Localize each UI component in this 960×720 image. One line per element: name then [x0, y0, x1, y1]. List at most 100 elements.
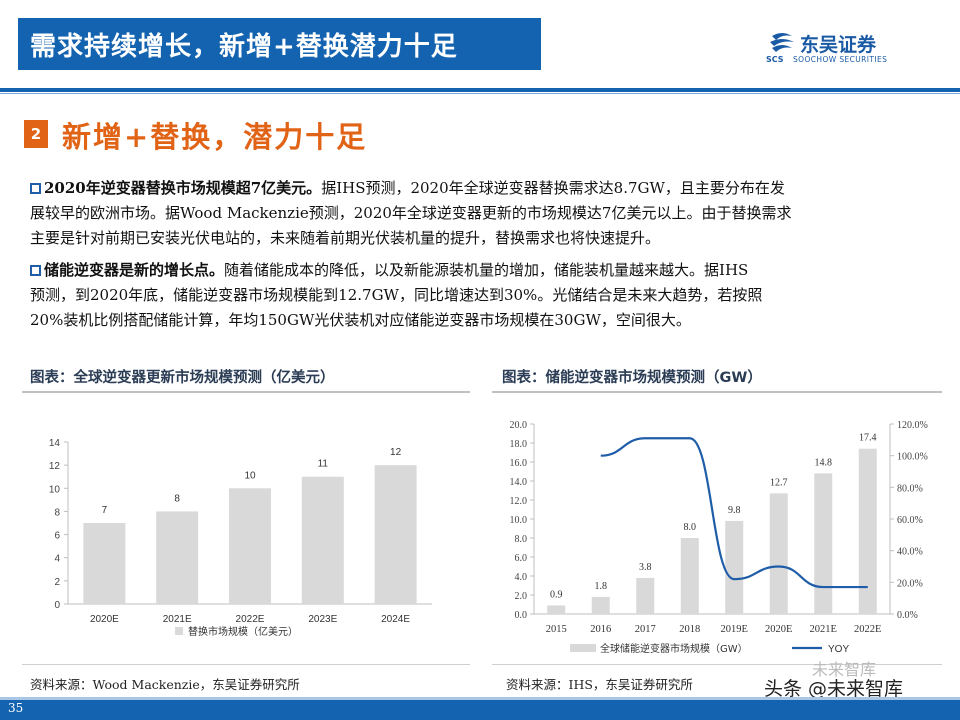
square-bullet-icon: [30, 265, 41, 276]
page-title: 需求持续增长，新增+替换潜力十足: [18, 18, 541, 70]
left-chart: 0 2 4 6 8 10 12 14 7 2020E 8 2021E 10 2022E 11 2023E 12 2…: [49, 438, 432, 638]
bar-value-label: 7: [102, 505, 108, 516]
bar: [636, 577, 655, 614]
x-tick-label: 2024E: [381, 614, 410, 625]
bar-value-label: 8: [174, 493, 180, 504]
bar-value-label: 11: [318, 459, 329, 470]
y2-tick-label: 20.0%: [897, 578, 923, 589]
page-number: 35: [8, 701, 24, 715]
section-title: 新增+替换，潜力十足: [62, 120, 368, 154]
y2-tick-label: 40.0%: [897, 547, 923, 558]
bar-value-label: 1.8: [595, 581, 608, 592]
y-tick-label: 12.0: [510, 496, 528, 507]
x-tick-label: 2020E: [765, 624, 792, 635]
y-tick-label: 18.0: [510, 439, 528, 450]
left-chart-heading: 图表：全球逆变器更新市场规模预测（亿美元）: [30, 370, 335, 386]
right-chart: 0.0 2.0 4.0 6.0 8.0 10.0 12.0 14.0 16.0 18.0 20.0 0…: [510, 420, 928, 655]
y-tick-label: 20.0: [510, 420, 528, 431]
x-tick-label: 2021E: [163, 614, 192, 625]
bar-value-label: 14.8: [815, 457, 833, 468]
paragraph-line: 2020年逆变器替换市场规模超7亿美元。据IHS预测，2020年全球逆变器替换需…: [30, 176, 935, 201]
legend-label-line: YOY: [828, 644, 849, 655]
x-tick-label: 2022E: [236, 614, 265, 625]
paragraph-line: 储能逆变器是新的增长点。随着储能成本的降低，以及新能源装机量的增加，储能装机量越…: [30, 258, 935, 283]
logo-mark-text: SCS: [766, 55, 784, 64]
paragraph-line: 20%装机比例搭配储能计算，年均150GW光伏装机对应储能逆变器市场规模在30G…: [30, 311, 691, 329]
yoy-line: [600, 437, 868, 589]
y2-tick-label: 80.0%: [897, 483, 923, 494]
bar: [769, 493, 788, 614]
legend-swatch-bars: [570, 644, 596, 652]
paragraph-replacement-market: 2020年逆变器替换市场规模超7亿美元。据IHS预测，2020年全球逆变器替换需…: [30, 176, 935, 251]
bar-value-label: 3.8: [639, 562, 652, 573]
footer-bar: [0, 700, 960, 720]
bar: [725, 520, 744, 614]
y-tick-label: 2: [54, 577, 60, 588]
right-chart-rule: [492, 391, 942, 393]
right-source-rule: [492, 664, 942, 665]
y-tick-label: 2.0: [515, 591, 528, 602]
left-chart-rule: [22, 391, 470, 393]
x-tick-label: 2022E: [854, 624, 881, 635]
x-tick-label: 2020E: [90, 614, 119, 625]
logo-name-en: SOOCHOW SECURITIES: [793, 55, 888, 64]
left-source-rule: [22, 664, 470, 665]
y-tick-label: 6: [54, 531, 60, 542]
x-tick-label: 2021E: [810, 624, 837, 635]
watermark-faint: 未来智库: [812, 660, 877, 679]
paragraph-lead: 2020年逆变器替换市场规模超7亿美元。: [44, 179, 322, 197]
bar-value-label: 17.4: [859, 433, 877, 444]
bar: [591, 596, 610, 614]
legend-label-bars: 全球储能逆变器市场规模（GW）: [600, 642, 748, 655]
x-tick-label: 2019E: [721, 624, 748, 635]
paragraph-line: 展较早的欧洲市场。据Wood Mackenzie预测，2020年全球逆变器更新的…: [30, 204, 792, 222]
paragraph-line: 预测，到2020年底，储能逆变器市场规模能到12.7GW，同比增速达到30%。光…: [30, 286, 763, 304]
y-tick-label: 0: [54, 600, 60, 611]
right-chart-source: 资料来源：IHS，东吴证券研究所: [506, 677, 693, 692]
bar: [858, 448, 877, 614]
y-tick-label: 8.0: [515, 534, 528, 545]
bar: [156, 511, 199, 604]
x-tick-label: 2017: [635, 624, 656, 635]
y-tick-label: 10.0: [510, 515, 528, 526]
y2-tick-label: 0.0%: [897, 610, 918, 621]
bar: [229, 488, 271, 604]
bar: [374, 465, 417, 604]
paragraph-storage-inverter: 储能逆变器是新的增长点。随着储能成本的降低，以及新能源装机量的增加，储能装机量越…: [30, 258, 935, 333]
y-tick-label: 0.0: [515, 610, 528, 621]
bar: [547, 605, 566, 614]
bar-value-label: 10: [244, 470, 256, 481]
y-tick-label: 4: [54, 554, 60, 565]
section-number-badge: 2: [24, 120, 48, 148]
x-tick-label: 2023E: [308, 614, 337, 625]
y2-tick-label: 100.0%: [897, 452, 928, 463]
paragraph-text: 据IHS预测，2020年全球逆变器替换需求达8.7GW，且主要分布在发: [321, 179, 785, 197]
legend-swatch: [175, 627, 183, 635]
y-tick-label: 4.0: [515, 572, 528, 583]
paragraph-text: 随着储能成本的降低，以及新能源装机量的增加，储能装机量越来越大。据IHS: [224, 261, 749, 279]
bar-value-label: 9.8: [728, 505, 741, 516]
bar: [301, 476, 344, 604]
y2-tick-label: 60.0%: [897, 515, 923, 526]
y-tick-label: 6.0: [515, 553, 528, 564]
x-tick-label: 2016: [590, 624, 611, 635]
paragraph-line: 主要是针对前期已安装光伏电站的，未来随着前期光伏装机量的提升，替换需求也将快速提…: [30, 229, 661, 247]
logo-mark-icon: [770, 33, 794, 52]
right-chart-heading: 图表：储能逆变器市场规模预测（GW）: [502, 370, 762, 386]
y-tick-label: 12: [49, 461, 61, 472]
bar-value-label: 0.9: [550, 589, 563, 600]
bar-value-label: 12: [390, 447, 402, 458]
company-logo: [770, 33, 794, 52]
y-tick-label: 14.0: [510, 477, 528, 488]
y-tick-label: 10: [49, 484, 61, 495]
bar-value-label: 12.7: [770, 477, 788, 488]
header-divider: [0, 88, 960, 92]
legend-label: 替换市场规模（亿美元）: [188, 625, 298, 638]
y-tick-label: 16.0: [510, 458, 528, 469]
bar: [814, 473, 833, 614]
header-divider-thin: [0, 93, 960, 94]
y-tick-label: 8: [54, 507, 60, 518]
footer-accent: [0, 697, 960, 700]
y-tick-label: 14: [49, 438, 61, 449]
x-tick-label: 2015: [546, 624, 567, 635]
